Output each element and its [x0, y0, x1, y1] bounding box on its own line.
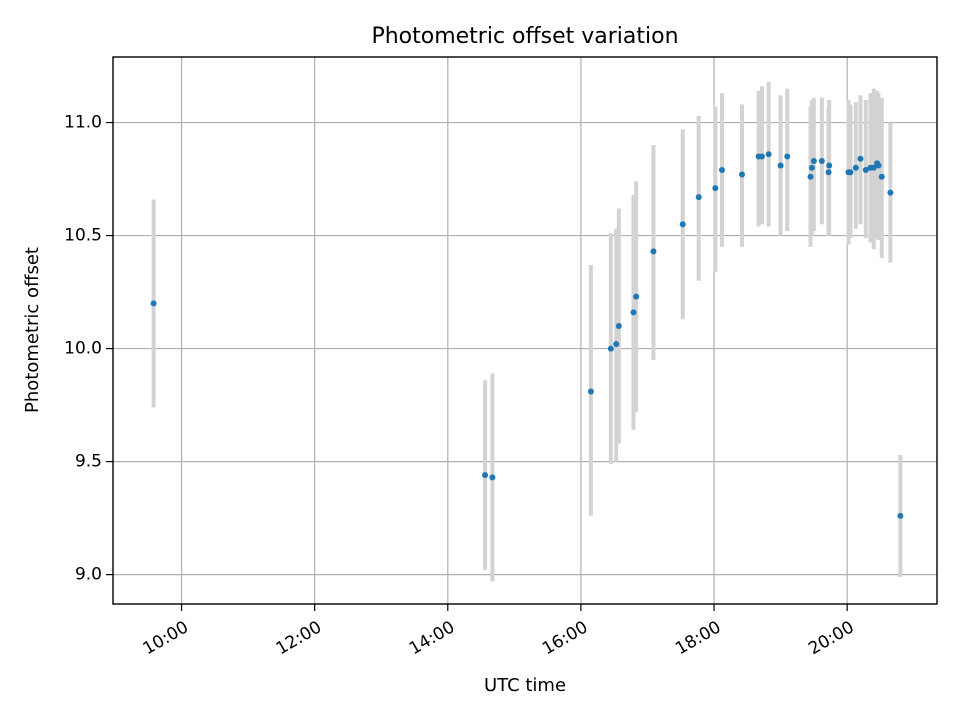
x-axis-label: UTC time — [484, 675, 566, 696]
data-point — [875, 162, 882, 169]
data-point — [758, 153, 765, 160]
data-point — [679, 221, 686, 228]
data-point — [825, 169, 832, 176]
y-axis-label: Photometric offset — [22, 247, 43, 413]
data-point — [489, 474, 496, 481]
data-point — [847, 169, 854, 176]
data-point — [807, 173, 814, 180]
data-point — [738, 171, 745, 178]
y-tick-label: 10.0 — [64, 339, 102, 359]
data-point — [615, 322, 622, 329]
data-point — [695, 194, 702, 201]
data-point — [826, 162, 833, 169]
data-point — [870, 164, 877, 171]
y-tick-label: 10.5 — [64, 226, 102, 246]
data-point — [857, 155, 864, 162]
y-tick-label: 11.0 — [64, 113, 102, 133]
y-tick-label: 9.0 — [75, 565, 102, 585]
data-point — [613, 341, 620, 348]
data-point — [150, 300, 157, 307]
data-point — [630, 309, 637, 316]
data-point — [719, 167, 726, 174]
data-point — [818, 157, 825, 164]
data-point — [587, 388, 594, 395]
data-points — [150, 151, 904, 519]
chart-title: Photometric offset variation — [371, 24, 678, 49]
plot-frame — [112, 56, 938, 605]
data-point — [852, 164, 859, 171]
data-point — [765, 151, 772, 158]
y-tick-label: 9.5 — [75, 452, 102, 472]
data-point — [810, 157, 817, 164]
data-point — [808, 164, 815, 171]
data-point — [482, 472, 489, 479]
data-point — [712, 185, 719, 192]
data-point — [633, 293, 640, 300]
data-point — [607, 345, 614, 352]
data-point — [887, 189, 894, 196]
data-point — [862, 167, 869, 174]
data-point — [784, 153, 791, 160]
data-point — [650, 248, 657, 255]
data-point — [897, 512, 904, 519]
data-point — [878, 173, 885, 180]
data-point — [777, 162, 784, 169]
